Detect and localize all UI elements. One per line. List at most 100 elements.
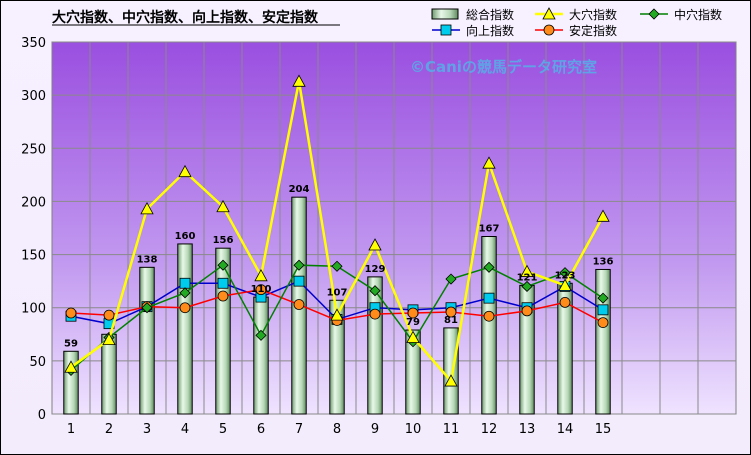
x-tick-label: 13 [519,422,536,437]
bar [215,247,231,415]
y-tick-label: 250 [21,142,46,157]
bar [253,296,269,415]
series-point [406,330,420,343]
bars [63,196,611,415]
series-point [483,292,495,304]
series-point [597,304,609,316]
x-tick-label: 6 [257,422,265,437]
bar-data-label: 123 [555,270,576,281]
bar-data-label: 156 [213,235,234,246]
series-point [558,278,572,291]
series-point [444,374,458,387]
line-series [64,74,610,387]
series-point [293,259,305,271]
series-point [445,273,457,285]
bar-data-label: 121 [517,272,538,283]
bar-data-label: 81 [444,315,458,326]
bar-data-label: 160 [175,231,196,242]
x-tick-label: 14 [557,422,574,437]
series-point [521,280,533,293]
y-tick-label: 200 [21,195,46,210]
series-point [64,360,78,373]
x-tick-label: 15 [595,422,612,437]
series-point [217,277,229,289]
series-point [255,284,267,296]
legend-item: 大穴指数 [535,7,617,22]
data-labels: 59 138 160 156 110 204 107 129 79 81 167 121 123 136 [64,184,613,349]
bar [595,268,611,415]
bar-data-label: 129 [365,264,386,275]
legend-label: 総合指数 [466,7,514,22]
series-point [445,306,457,318]
series-point [368,238,382,251]
series-point [255,329,267,341]
x-tick-label: 2 [105,422,113,437]
y-tick-label: 300 [21,89,46,104]
chart-title: 大穴指数、中穴指数、向上指数、安定指数 [52,9,319,26]
x-tick-label: 9 [371,422,379,437]
x-tick-label: 11 [443,422,460,437]
series-point [521,305,533,317]
bar-data-label: 138 [137,254,158,265]
bar-data-label: 79 [406,317,420,328]
x-tick-label: 3 [143,422,151,437]
y-tick-label: 0 [38,408,46,423]
bar [139,266,155,415]
bar-data-label: 59 [64,338,78,349]
series-point [179,287,191,299]
series-point [483,261,495,273]
series-point [483,310,495,322]
series-point [103,309,115,321]
series-point [217,259,229,271]
legend-marker [440,24,452,36]
series-point [65,307,77,319]
series-point [140,202,154,215]
y-tick-label: 100 [21,302,46,317]
y-tick-label: 150 [21,249,46,264]
bar-data-label: 136 [593,256,614,267]
series-circle [65,284,609,328]
legend-item: 安定指数 [535,23,617,38]
x-tick-label: 10 [405,422,422,437]
series-point [331,260,343,272]
series-point [216,199,230,213]
legend-item: 中穴指数 [640,7,722,22]
bar [177,243,193,415]
series-point [520,264,534,277]
bar [405,329,421,415]
series-point [141,302,153,314]
legend-marker [648,8,660,20]
legend-swatch [431,8,459,20]
bar [101,333,117,415]
bar-data-label: 167 [479,224,500,235]
x-tick-label: 7 [295,422,303,437]
series-point [369,285,381,297]
bar-data-label: 110 [251,284,272,295]
watermark-text: ©Caniの競馬データ研究室 [410,58,597,76]
legend-marker [542,7,556,20]
legend-label: 大穴指数 [569,7,617,22]
y-tick-label: 350 [21,36,46,51]
legend-item: 総合指数 [431,7,514,22]
series-point [482,156,496,169]
series-point [369,308,381,320]
x-tick-label: 5 [219,422,227,437]
series-point [102,332,116,346]
x-tick-label: 8 [333,422,341,437]
series-point [179,302,191,314]
x-tick-label: 4 [181,422,189,437]
series-triangle [64,74,610,387]
legend-label: 中穴指数 [674,7,722,22]
series-point [407,307,419,319]
series-point [330,308,344,321]
legend-item: 向上指数 [432,23,514,38]
gridlines [52,41,736,415]
series-point [597,317,609,328]
bar-data-label: 204 [289,184,310,195]
series-point [292,74,306,87]
series-point [597,292,609,304]
series-point [596,209,610,222]
